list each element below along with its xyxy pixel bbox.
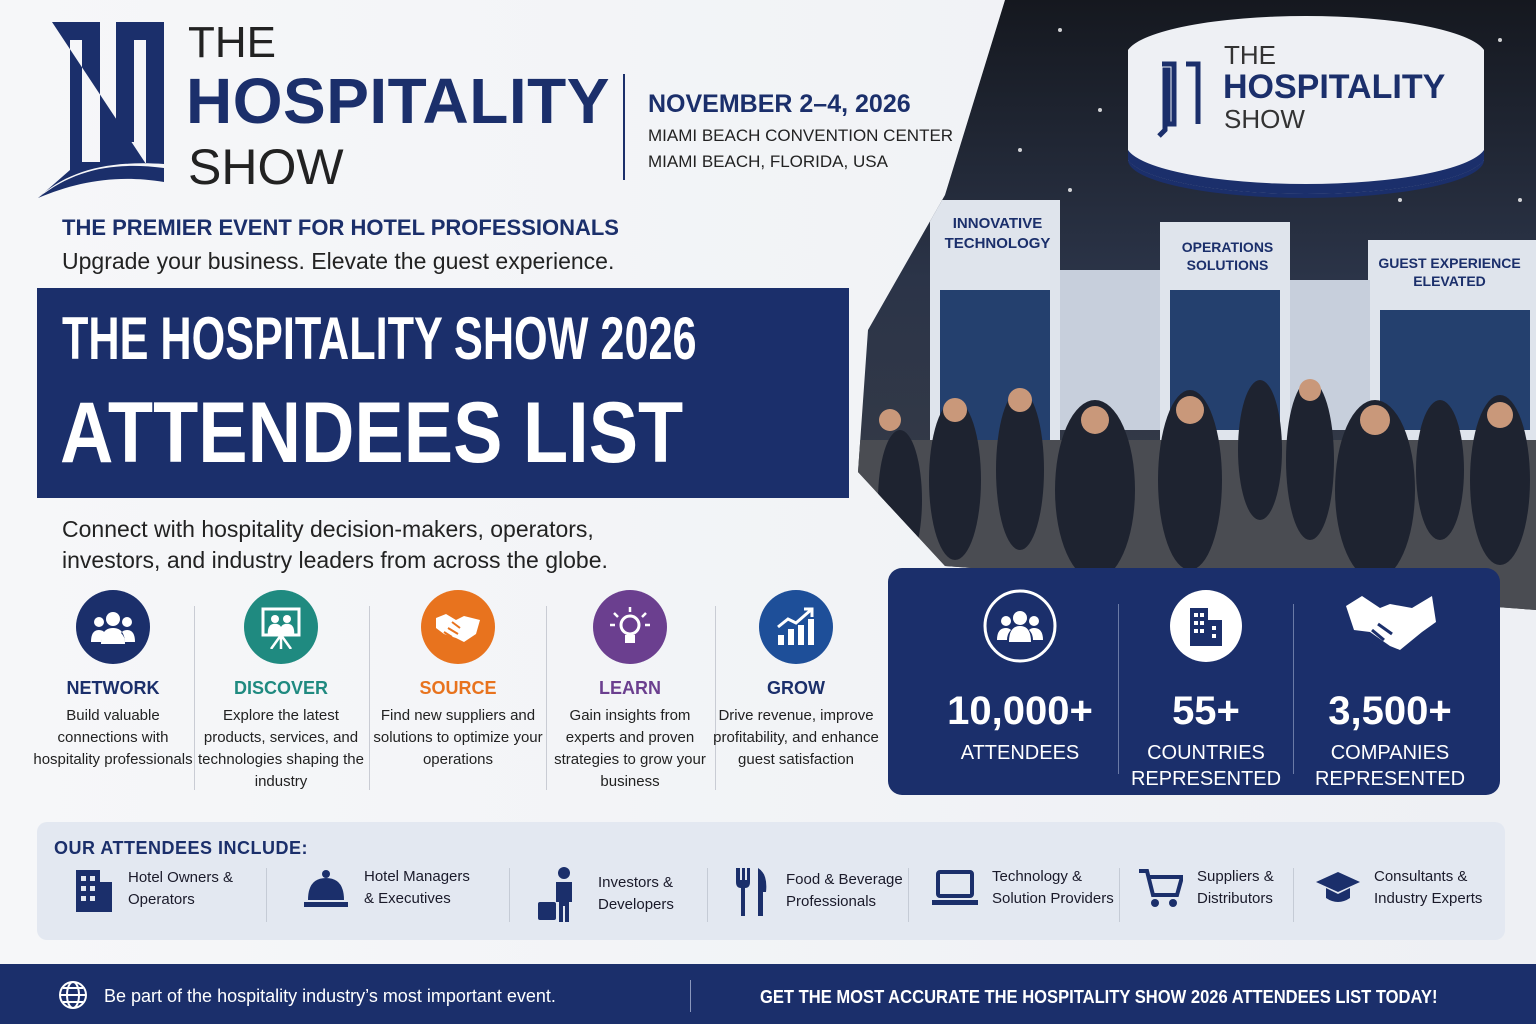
footer [0, 964, 1536, 1024]
footer-left: Be part of the hospitality industry’s mo… [104, 986, 556, 1006]
stat-value: 3,500+ [1328, 689, 1452, 733]
feature-text: Build valuable connections with hospital… [33, 707, 193, 768]
attendee-label: Investors & Developers [598, 874, 674, 913]
separator [1118, 604, 1119, 774]
location: MIAMI BEACH, FLORIDA, USA [648, 152, 888, 171]
feature-icon [421, 590, 495, 664]
attendee-type: Investors & Developers [536, 866, 718, 922]
stat: 55+ COUNTRIES REPRESENTED [1106, 588, 1306, 792]
title-banner [37, 288, 849, 498]
separator [546, 606, 547, 790]
logo-mark [38, 22, 164, 198]
attendee-type: Food & Beverage Professionals [734, 866, 916, 916]
stat-label: COMPANIES REPRESENTED [1314, 742, 1466, 790]
attendees-title: OUR ATTENDEES INCLUDE: [54, 838, 308, 858]
intro: Connect with hospitality decision-makers… [62, 516, 608, 573]
banner-line1: THE HOSPITALITY SHOW 2026 [62, 305, 697, 372]
attendee-label: Consultants & Industry Experts [1374, 868, 1483, 907]
attendees-panel [37, 822, 1505, 940]
feature-text: Gain insights from experts and proven st… [554, 707, 706, 790]
attendee-type: Hotel Managers & Executives [302, 866, 484, 910]
sign-line3: SHOW [1224, 104, 1305, 134]
feature-title: LEARN [599, 678, 661, 698]
feature-icon [244, 590, 318, 664]
feature-icon [759, 590, 833, 664]
globe-icon [59, 981, 87, 1009]
separator [266, 868, 267, 922]
feature-text: Drive revenue, improve profitability, an… [713, 707, 879, 768]
sign-line2: HOSPITALITY [1223, 68, 1446, 106]
feature-title: SOURCE [419, 678, 497, 698]
feature: NETWORK Build valuable connections with … [28, 590, 198, 771]
separator [369, 606, 370, 790]
feature-icon [76, 590, 150, 664]
stat: 10,000+ ATTENDEES [920, 588, 1120, 766]
separator [690, 980, 691, 1012]
feature: GROW Drive revenue, improve profitabilit… [711, 590, 881, 771]
attendee-label: Suppliers & Distributors [1197, 868, 1274, 907]
attendee-type: Suppliers & Distributors [1139, 866, 1297, 910]
attendee-type: Technology & Solution Providers [932, 866, 1122, 910]
feature-title: GROW [767, 678, 825, 698]
stat: 3,500+ COMPANIES REPRESENTED [1290, 588, 1490, 792]
separator [715, 606, 716, 790]
venue: MIAMI BEACH CONVENTION CENTER [648, 126, 954, 145]
divider [623, 74, 625, 180]
event-date: NOVEMBER 2–4, 2026 [648, 90, 911, 118]
stat-icon [1170, 590, 1242, 662]
attendee-label: Food & Beverage Professionals [786, 871, 903, 910]
feature-title: DISCOVER [233, 678, 329, 698]
feature: LEARN Gain insights from experts and pro… [545, 590, 715, 793]
separator [908, 868, 909, 922]
feature: SOURCE Find new suppliers and solutions … [373, 590, 543, 771]
separator [194, 606, 195, 790]
booth-sign: INNOVATIVE TECHNOLOGY [944, 215, 1051, 252]
logo-line1: THE [188, 18, 276, 67]
footer-right: GET THE MOST ACCURATE THE HOSPITALITY SH… [760, 987, 1438, 1007]
feature-title: NETWORK [66, 678, 160, 698]
feature-text: Explore the latest products, services, a… [198, 707, 364, 790]
attendee-type: Consultants & Industry Experts [1316, 866, 1494, 910]
stat-label: COUNTRIES REPRESENTED [1130, 742, 1282, 790]
banner-line2: ATTENDEES LIST [60, 385, 684, 481]
separator [1119, 868, 1120, 922]
attendee-label: Hotel Owners & Operators [128, 869, 234, 908]
booth-sign: OPERATIONS SOLUTIONS [1181, 239, 1274, 273]
attendee-label: Technology & Solution Providers [992, 868, 1114, 907]
feature-icon [593, 590, 667, 664]
tagline-subtitle: Upgrade your business. Elevate the guest… [62, 248, 615, 274]
stat-icon [1346, 596, 1436, 650]
logo-line3: SHOW [188, 139, 344, 195]
sign-line1: THE [1224, 40, 1276, 70]
tagline-title: THE PREMIER EVENT FOR HOTEL PROFESSIONAL… [62, 215, 619, 240]
stat-icon [983, 589, 1057, 663]
booth-sign: GUEST EXPERIENCE ELEVATED [1378, 255, 1521, 289]
feature: DISCOVER Explore the latest products, se… [196, 590, 366, 793]
feature-text: Find new suppliers and solutions to opti… [373, 707, 543, 768]
stat-value: 10,000+ [947, 689, 1093, 733]
attendee-label: Hotel Managers & Executives [364, 868, 470, 907]
separator [509, 868, 510, 922]
separator [707, 868, 708, 922]
logo-line2: HOSPITALITY [186, 65, 610, 137]
separator [1293, 604, 1294, 774]
stat-value: 55+ [1172, 689, 1240, 733]
separator [1293, 868, 1294, 922]
attendee-type: Hotel Owners & Operators [74, 866, 248, 912]
stat-label: ATTENDEES [960, 742, 1080, 764]
